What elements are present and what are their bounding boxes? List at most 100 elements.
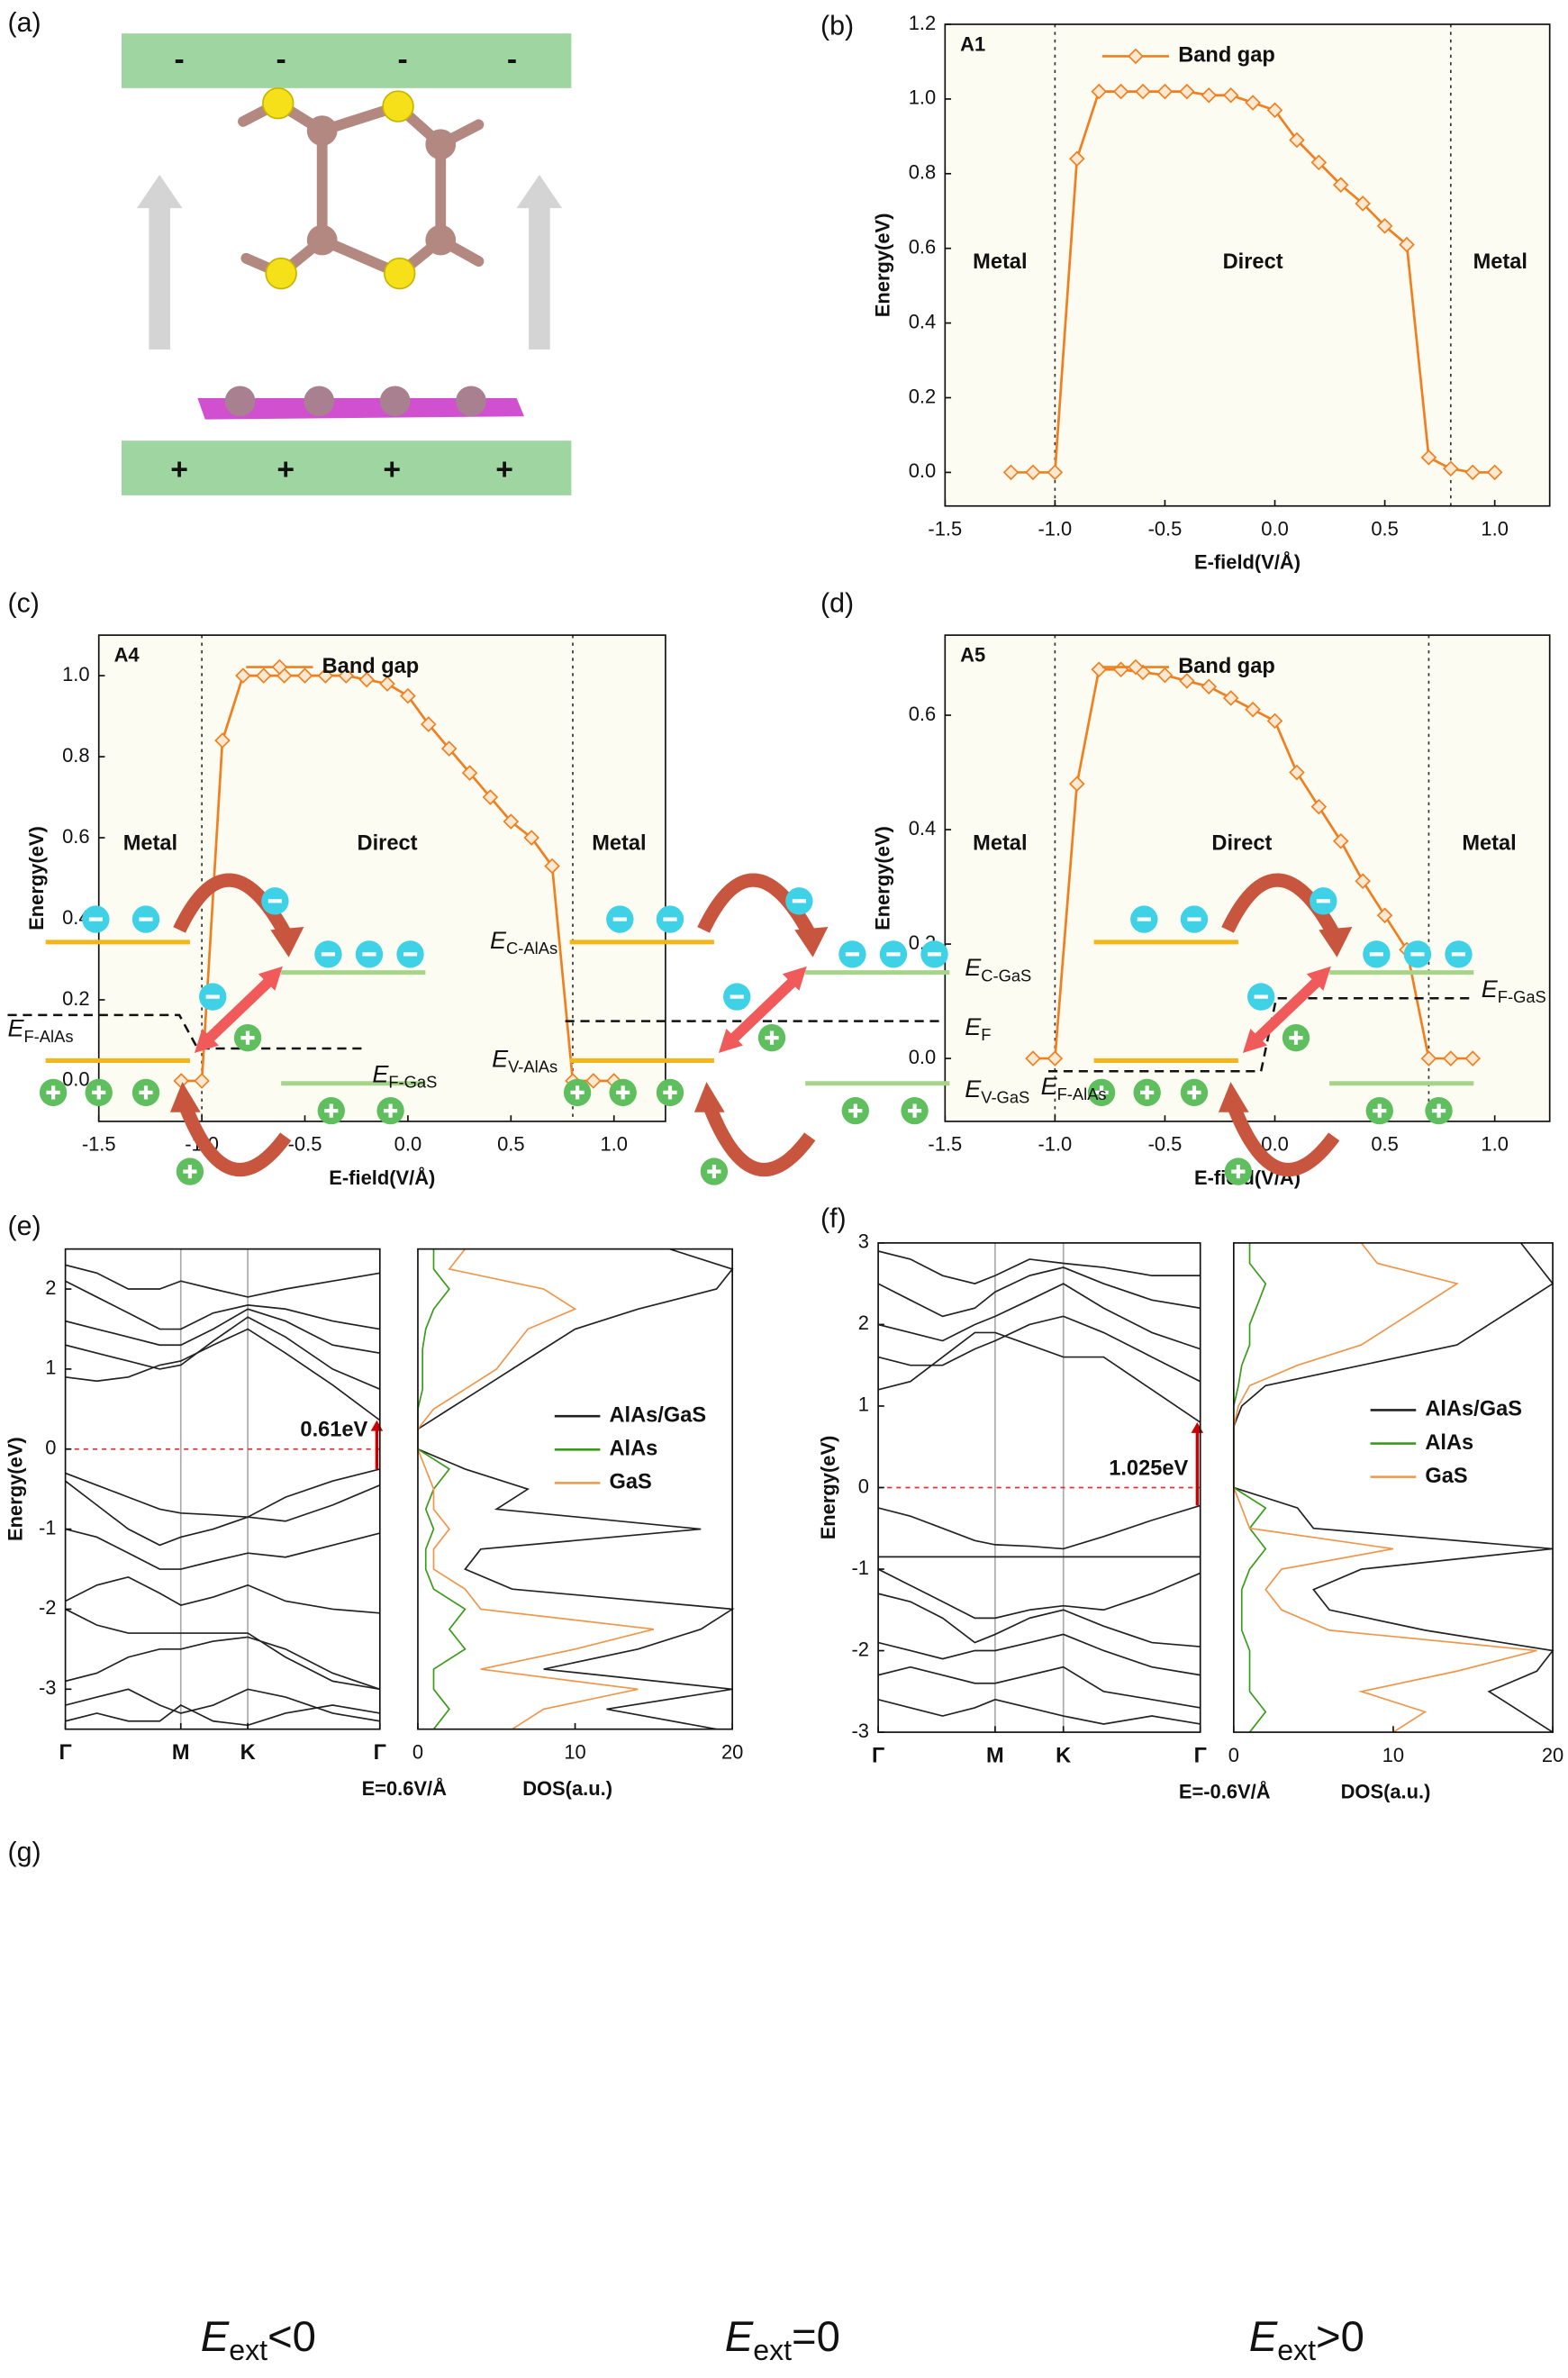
band-gap-point <box>1420 1050 1437 1066</box>
caption-relation: <0 <box>267 2313 316 2361</box>
series-tag: A4 <box>114 644 140 667</box>
transfer-arrow-head <box>270 927 304 958</box>
band <box>65 1608 380 1691</box>
band-gap-point <box>1464 1050 1482 1066</box>
region-label: Metal <box>973 250 1027 274</box>
fermi-level <box>7 1013 365 1050</box>
region-label: Metal <box>973 831 1027 855</box>
band <box>65 1480 380 1547</box>
y-tick-label: 1 <box>45 1357 56 1379</box>
band-gap-point <box>1047 464 1064 481</box>
band-gap-point <box>379 676 395 692</box>
band-gap-point <box>1310 154 1328 171</box>
caption-relation: =0 <box>792 2313 840 2361</box>
y-tick-label: 1.0 <box>909 86 936 109</box>
x-tick-label: -1.5 <box>928 1133 962 1156</box>
y-tick-label: -1 <box>39 1516 56 1538</box>
legend-label: AlAs/GaS <box>1425 1398 1522 1421</box>
level-label: EF-AlAs <box>7 1015 73 1046</box>
dipole-arrow <box>725 973 802 1047</box>
plot-frame <box>417 1248 733 1730</box>
x-tick-label: -1.0 <box>1038 1133 1073 1156</box>
y-tick-label: 0.2 <box>909 385 936 407</box>
series-tag: A1 <box>960 32 985 55</box>
band-gap-point <box>421 716 437 732</box>
plot-background <box>98 635 666 1121</box>
level-label: EF-GaS <box>372 1060 437 1091</box>
alas-layer <box>197 397 525 420</box>
y-tick-label: 0.6 <box>909 703 936 725</box>
band-gap-point <box>400 687 416 704</box>
legend-marker <box>271 658 288 676</box>
band <box>65 1636 380 1691</box>
band-gap-point <box>1047 1050 1064 1066</box>
x-tick-label: 20 <box>721 1740 743 1763</box>
plot-frame <box>64 1248 381 1730</box>
label-sub: C-AlAs <box>506 939 557 958</box>
x-tick-label: 0.5 <box>1371 518 1398 540</box>
band <box>878 1698 1201 1725</box>
x-tick-label: Γ <box>1194 1744 1207 1767</box>
transfer-arrow-head <box>1319 927 1353 958</box>
panel-label: (c) <box>7 588 39 618</box>
band-gap-point <box>255 667 272 684</box>
band-gap-point <box>1135 83 1151 100</box>
band-gap-point <box>296 667 313 684</box>
x-axis-label: DOS(a.u.) <box>1341 1780 1431 1802</box>
band-gap-point <box>1355 873 1371 889</box>
y-tick-label: 0.6 <box>909 236 936 259</box>
y-tick-label: 1 <box>858 1393 869 1416</box>
region-label: Metal <box>592 831 646 855</box>
band-gap-point <box>235 667 251 684</box>
band-gap-point <box>1025 464 1041 481</box>
transfer-arrow-head <box>169 1082 201 1112</box>
band <box>878 1593 1201 1647</box>
y-tick-label: 0.0 <box>62 1068 89 1091</box>
label-main: E <box>965 1076 982 1103</box>
level-label: EF <box>965 1013 991 1044</box>
x-tick-label: 0.5 <box>497 1133 524 1156</box>
level-label: Eext=0 <box>725 2313 840 2366</box>
dos-curve <box>417 1248 735 1730</box>
band-gap-point <box>482 789 499 805</box>
legend-label: AlAs <box>610 1438 658 1461</box>
band <box>878 1504 1201 1550</box>
gap-arrow-head <box>1191 1422 1204 1433</box>
label-sub: F <box>981 1025 991 1044</box>
alas-atoms <box>224 386 486 417</box>
panel-label: (g) <box>7 1838 41 1867</box>
charge: - <box>507 41 517 76</box>
band-gap-point <box>544 858 560 875</box>
band <box>65 1264 380 1298</box>
label-main: E <box>1482 976 1499 1003</box>
x-tick-label: K <box>1056 1744 1071 1767</box>
band <box>65 1308 380 1355</box>
band-gap-point <box>1464 464 1482 481</box>
label-main: E <box>965 1013 982 1040</box>
band <box>65 1280 380 1330</box>
panel-label: (b) <box>820 11 854 41</box>
dipole-arrow-head <box>1306 966 1331 991</box>
x-axis-label: E=-0.6V/Å <box>1179 1779 1271 1802</box>
dos-curve <box>417 1248 467 1730</box>
ga-atoms <box>306 115 457 256</box>
label-main: E <box>965 954 982 981</box>
charge: - <box>276 41 286 76</box>
band-gap-point <box>1222 690 1239 706</box>
field-arrows <box>136 174 563 349</box>
label-sub: ext <box>1277 2334 1316 2366</box>
band-gap-point <box>1112 83 1129 100</box>
band-gap-point <box>503 813 520 830</box>
legend-label: AlAs/GaS <box>610 1403 707 1427</box>
y-tick-label: 0.4 <box>909 310 936 332</box>
x-tick-label: Γ <box>59 1741 71 1765</box>
label-main: E <box>1041 1073 1058 1100</box>
band-gap-point <box>1289 764 1305 781</box>
y-tick-label: 0.8 <box>909 161 936 184</box>
band-gap-point <box>1069 776 1085 793</box>
band-gap-point <box>1332 177 1349 194</box>
x-tick-label: 0.0 <box>394 1133 421 1156</box>
x-tick-label: K <box>240 1741 256 1765</box>
dipole-arrow <box>1249 973 1326 1047</box>
